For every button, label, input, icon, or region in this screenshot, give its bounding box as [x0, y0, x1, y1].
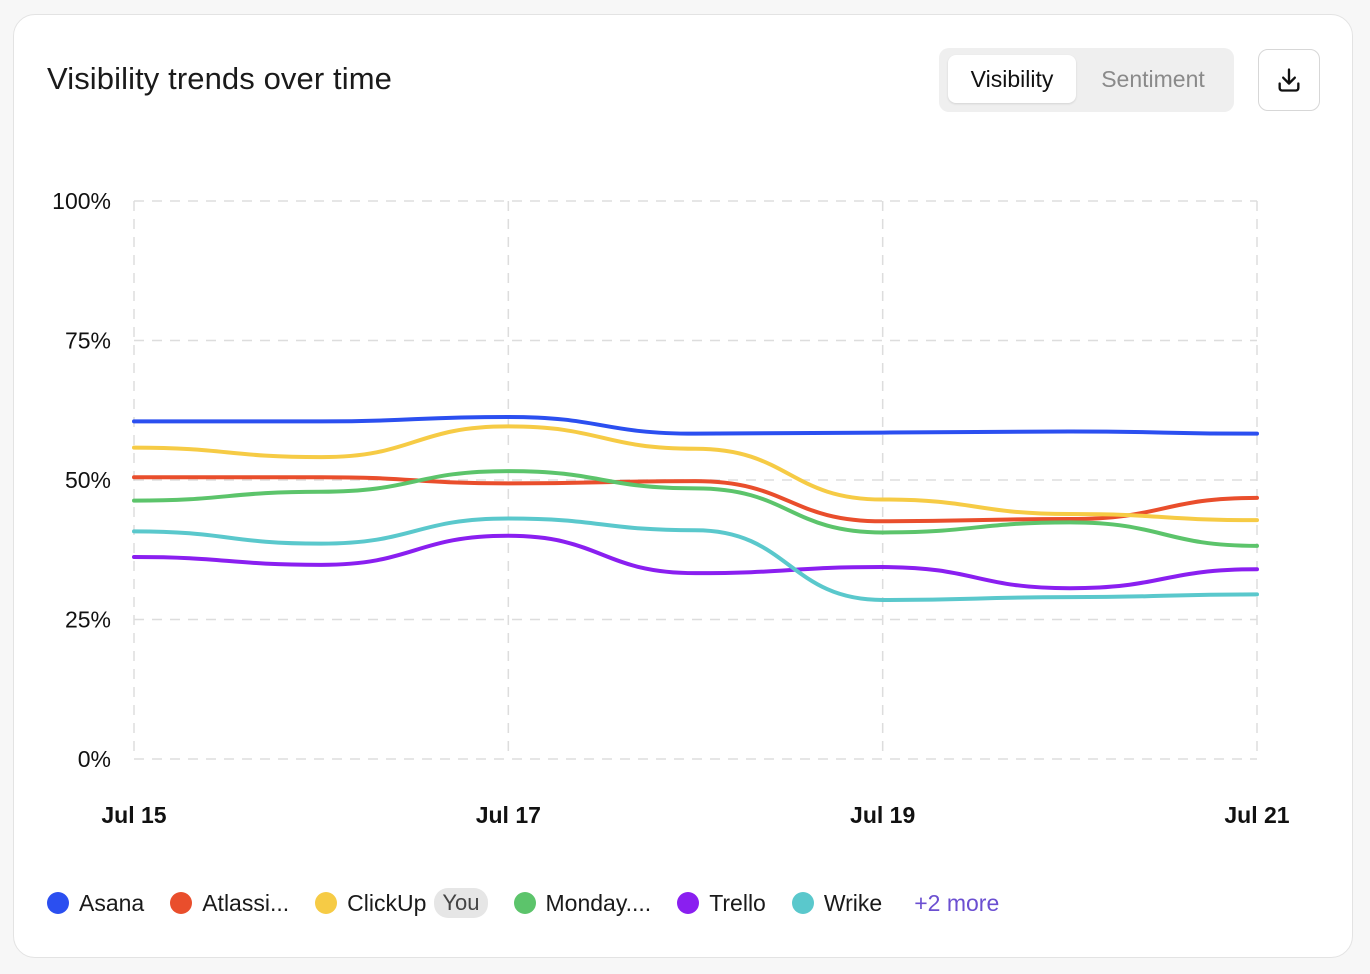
chart-legend: Asana Atlassi... ClickUp You Monday.... …: [47, 885, 999, 921]
series-line-monday: [132, 469, 1259, 548]
y-tick-label: 100%: [52, 188, 111, 214]
x-tick-label: Jul 19: [850, 802, 915, 828]
y-tick-label: 50%: [65, 467, 111, 493]
legend-label-monday: Monday....: [545, 889, 652, 916]
x-tick-label: Jul 15: [101, 802, 166, 828]
legend-item-trello[interactable]: Trello: [677, 890, 766, 917]
download-icon: [1278, 68, 1300, 92]
legend-dot-trello: [677, 892, 700, 914]
tab-sentiment[interactable]: Sentiment: [1079, 55, 1227, 103]
card-title: Visibility trends over time: [47, 61, 392, 96]
line-chart: 0% 25% 50% 75% 100% Jul 15 Jul 17 Jul 19 Jul 21: [52, 188, 1290, 828]
series-line-atlassi: [132, 475, 1259, 524]
legend-item-clickup[interactable]: ClickUp You: [315, 888, 488, 918]
series-line-trello: [132, 533, 1259, 591]
y-tick-label: 25%: [65, 607, 111, 633]
series-line-wrike: [132, 516, 1259, 602]
x-tick-label: Jul 17: [476, 802, 541, 828]
legend-dot-wrike: [791, 892, 814, 914]
series-line-clickup: [132, 424, 1259, 523]
legend-dot-monday: [513, 892, 536, 914]
metric-toggle: Visibility Sentiment: [939, 48, 1234, 112]
legend-label-wrike: Wrike: [823, 889, 883, 916]
x-tick-label: Jul 21: [1224, 802, 1289, 828]
legend-item-wrike[interactable]: Wrike: [791, 889, 883, 917]
download-button[interactable]: [1258, 49, 1320, 111]
legend-item-asana[interactable]: Asana: [47, 890, 144, 917]
legend-label-asana: Asana: [79, 889, 145, 916]
legend-label-trello: Trello: [709, 889, 766, 916]
y-tick-label: 75%: [65, 328, 111, 354]
legend-dot-atlassian: [170, 892, 193, 914]
legend-dot-clickup: [315, 892, 338, 914]
y-tick-label: 0%: [78, 746, 111, 772]
more-series-link[interactable]: +2 more: [914, 889, 1000, 916]
legend-item-monday[interactable]: Monday....: [513, 889, 652, 917]
you-badge: You: [434, 888, 488, 918]
series-line-asana: [132, 414, 1259, 436]
legend-item-atlassian[interactable]: Atlassi...: [170, 890, 289, 917]
legend-label-clickup: ClickUp: [347, 889, 427, 916]
legend-label-atlassian: Atlassi...: [202, 889, 290, 916]
visibility-trends-card: Visibility trends over time Visibility S…: [13, 14, 1353, 958]
legend-dot-asana: [47, 892, 69, 914]
tab-visibility[interactable]: Visibility: [948, 55, 1076, 103]
